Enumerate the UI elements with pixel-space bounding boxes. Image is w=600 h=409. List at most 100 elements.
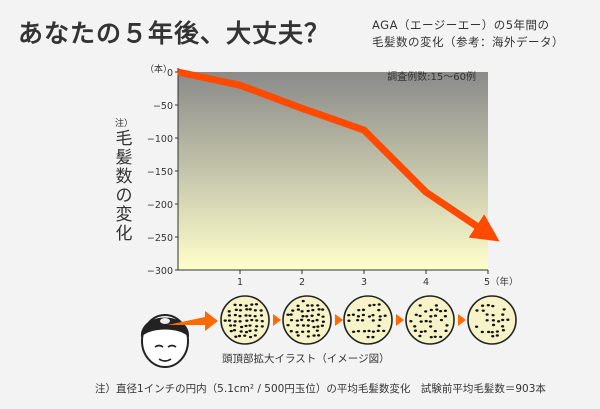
hair-dot: [296, 334, 300, 337]
hair-dot: [244, 314, 248, 317]
head-eyes: [154, 344, 177, 348]
hair-dot: [376, 329, 380, 333]
hair-dot: [371, 335, 375, 339]
hair-dot: [485, 319, 489, 322]
hair-dot: [377, 303, 381, 306]
hair-dot: [443, 309, 448, 312]
hair-dot: [317, 308, 321, 311]
hair-dot: [356, 318, 360, 322]
hair-dot: [253, 314, 257, 318]
scalp-circle-outline: [343, 295, 393, 345]
hair-dot: [371, 330, 376, 333]
hair-dot: [248, 314, 252, 317]
hair-dot: [347, 313, 351, 317]
hair-dot: [360, 319, 365, 322]
circle-arrow: [335, 314, 343, 326]
head-mouth: [158, 358, 172, 362]
illustration-caption: 頭頂部拡大イラスト（イメージ図）: [222, 353, 390, 365]
hair-dot: [289, 318, 294, 322]
hair-dot: [289, 330, 293, 333]
scalp-circle-outline: [282, 295, 332, 345]
hair-dot: [240, 325, 244, 329]
hair-dot: [347, 319, 351, 322]
hair-dot: [260, 319, 264, 323]
hair-dot: [357, 308, 361, 312]
hair-dot: [316, 313, 321, 316]
hair-dot: [311, 319, 315, 323]
hair-dot: [244, 330, 249, 334]
y-tick-label: −50: [153, 101, 173, 112]
scalp-circle: [405, 295, 455, 345]
hair-dot: [255, 319, 259, 322]
head-hair: [140, 317, 190, 337]
hair-dot: [245, 319, 249, 322]
y-tick-label: 0: [167, 68, 173, 79]
hair-dot: [255, 325, 259, 328]
hair-dot: [228, 324, 233, 327]
circle-arrow: [396, 314, 404, 326]
chart-annotation: 調査例数:15〜60例: [387, 70, 476, 83]
scalp-circle: [220, 295, 270, 345]
hair-dot: [250, 303, 254, 306]
hair-dot: [439, 335, 443, 339]
hair-dot: [238, 309, 243, 312]
hair-dot: [237, 334, 242, 338]
hair-dot: [500, 325, 505, 328]
hair-dot: [315, 329, 319, 332]
hair-dot: [495, 334, 499, 337]
hair-dot: [506, 318, 510, 321]
hair-dot: [378, 315, 382, 318]
hair-dot: [429, 325, 433, 328]
hair-dot: [238, 314, 242, 318]
hair-dot: [439, 318, 444, 322]
hair-dot: [306, 330, 311, 333]
hair-dot: [490, 330, 494, 334]
hair-dot: [312, 325, 316, 329]
hair-dot: [295, 319, 299, 322]
hair-dot: [501, 318, 505, 322]
hair-dot: [239, 330, 243, 333]
hair-dot: [383, 314, 387, 317]
hair-dot: [234, 335, 238, 338]
hair-dot: [356, 329, 361, 333]
hair-dot: [295, 330, 299, 334]
hair-dot: [486, 304, 490, 307]
hair-dot: [301, 299, 305, 303]
hair-dot: [233, 303, 237, 307]
hair-dot: [238, 320, 242, 323]
hair-dot: [320, 324, 324, 327]
hair-dot: [259, 309, 263, 312]
hair-dot: [260, 325, 264, 328]
y-unit-label: （本）: [145, 63, 172, 75]
hair-dot: [254, 329, 258, 332]
hair-dot: [244, 324, 248, 328]
hair-dot: [487, 330, 491, 334]
hair-dot: [233, 320, 237, 323]
hair-dot: [429, 315, 433, 318]
scalp-circle-outline: [405, 295, 455, 345]
scalp-circle: [282, 295, 332, 345]
subtitle-line-2: 毛髪数の変化（参考：海外データ）: [372, 35, 564, 49]
hair-dot: [351, 330, 356, 333]
hair-dot: [253, 309, 257, 312]
hair-dot: [234, 308, 238, 312]
hair-dot: [315, 318, 319, 322]
hair-dot: [248, 329, 252, 333]
hair-dot: [413, 325, 417, 328]
hair-dot: [306, 304, 310, 307]
hair-dot: [475, 309, 479, 312]
hair-dot: [223, 319, 227, 322]
x-tick-label: 4: [423, 277, 429, 288]
hair-dot: [229, 329, 233, 333]
scalp-circle-outline: [220, 295, 270, 345]
hair-dot: [227, 319, 232, 322]
hair-dot: [233, 313, 237, 317]
hair-dot: [377, 324, 381, 328]
hair-dot: [377, 308, 381, 312]
hair-dot: [443, 315, 448, 318]
hair-dot: [296, 308, 300, 311]
hair-dot: [301, 324, 306, 327]
hair-dot: [491, 313, 495, 317]
head-icon: [140, 314, 190, 368]
pointer-arrow: [167, 311, 218, 331]
